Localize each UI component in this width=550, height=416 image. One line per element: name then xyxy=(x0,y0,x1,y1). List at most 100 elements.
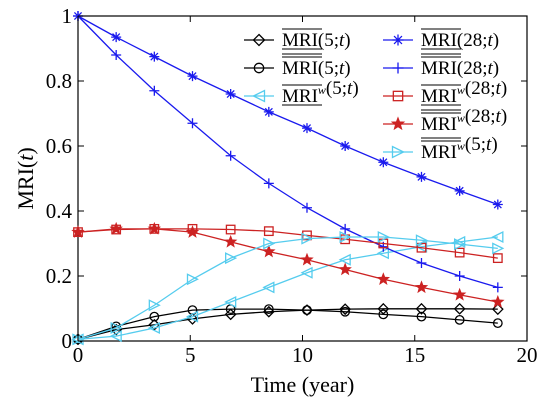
data-point xyxy=(225,224,236,235)
legend-label: MRI(28;t) xyxy=(421,30,499,51)
x-tick-label: 15 xyxy=(404,343,425,367)
data-point xyxy=(340,306,351,317)
series-8 xyxy=(72,230,505,346)
data-point xyxy=(301,123,312,134)
data-point xyxy=(185,225,200,238)
data-point xyxy=(416,171,427,182)
series-3 xyxy=(71,230,504,346)
x-tick-label: 0 xyxy=(73,343,84,367)
y-axis-label: MRI(t) xyxy=(13,147,38,209)
data-point xyxy=(301,232,314,245)
legend-label: MRIw(5;t) xyxy=(282,78,359,107)
data-point xyxy=(491,230,504,244)
data-point xyxy=(187,71,198,82)
data-point xyxy=(263,237,276,250)
data-point xyxy=(187,118,198,129)
data-point xyxy=(186,273,199,286)
data-point xyxy=(110,321,123,335)
data-point xyxy=(149,85,160,96)
data-point xyxy=(492,199,503,210)
data-point xyxy=(378,309,389,320)
data-point xyxy=(453,238,467,251)
data-point xyxy=(301,304,313,317)
data-point xyxy=(492,242,505,255)
series-4 xyxy=(73,11,503,210)
data-point xyxy=(415,240,428,253)
x-tick-label: 20 xyxy=(517,343,538,367)
legend-entry: MRI(5;t) xyxy=(244,28,351,51)
data-point xyxy=(252,33,266,47)
data-point xyxy=(224,295,237,309)
data-point xyxy=(454,271,465,281)
data-point xyxy=(339,303,352,316)
x-tick-label: 10 xyxy=(292,343,313,367)
data-point xyxy=(414,280,429,294)
data-point xyxy=(415,234,428,247)
data-point xyxy=(302,305,312,316)
legend-entry: MRIw(28;t) xyxy=(383,106,507,135)
data-point xyxy=(491,303,504,316)
series-7 xyxy=(71,221,505,308)
series-line xyxy=(77,236,498,341)
data-point xyxy=(492,253,503,264)
legend-label: MRI(5;t) xyxy=(282,58,351,79)
legend-label: MRI(5;t) xyxy=(282,30,351,51)
data-point xyxy=(391,145,405,159)
data-point xyxy=(340,141,351,151)
data-point xyxy=(148,318,161,331)
data-point xyxy=(262,281,275,294)
legend: MRI(5;t)MRI(5;t)MRIw(5;t)MRI(28;t)MRI(28… xyxy=(244,28,507,163)
data-point xyxy=(301,202,312,213)
series-line xyxy=(77,308,498,340)
series-line xyxy=(77,15,498,289)
series-1 xyxy=(72,302,504,346)
data-point xyxy=(147,221,162,235)
data-point xyxy=(378,157,389,168)
data-point xyxy=(390,116,406,131)
data-point xyxy=(377,230,390,244)
data-point xyxy=(263,178,274,189)
data-point xyxy=(262,244,276,258)
data-point xyxy=(225,89,236,99)
legend-entry: MRIw(5;t) xyxy=(383,134,498,163)
data-point xyxy=(223,234,238,248)
data-point xyxy=(111,32,122,43)
data-point xyxy=(253,62,265,74)
data-point xyxy=(416,311,427,322)
series-line xyxy=(77,228,498,303)
series-2 xyxy=(73,304,503,345)
data-point xyxy=(392,62,404,74)
x-tick-label: 5 xyxy=(185,343,196,367)
legend-entry: MRI(28;t) xyxy=(383,53,499,79)
data-point xyxy=(109,330,122,343)
legend-label: MRI(28;t) xyxy=(421,58,499,79)
legend-label: MRIw(5;t) xyxy=(421,134,498,163)
data-point xyxy=(262,305,275,318)
data-point xyxy=(340,223,351,234)
data-point xyxy=(263,304,274,315)
data-point xyxy=(454,185,465,196)
series-layer xyxy=(71,11,505,346)
data-point xyxy=(147,321,160,335)
series-line xyxy=(77,236,498,341)
y-tick-label: 0.4 xyxy=(46,199,73,223)
data-point xyxy=(392,34,404,46)
data-point xyxy=(109,221,123,235)
data-point xyxy=(149,311,160,322)
y-tick-label: 1 xyxy=(62,4,73,28)
data-point xyxy=(376,272,391,285)
data-point xyxy=(111,50,122,60)
data-point xyxy=(339,230,352,244)
data-point xyxy=(148,299,161,312)
series-line xyxy=(77,15,499,206)
data-point xyxy=(300,266,313,279)
data-point xyxy=(252,89,266,103)
data-point xyxy=(452,287,467,301)
legend-label: MRIw(28;t) xyxy=(421,78,507,107)
legend-entry: MRI(28;t) xyxy=(383,28,499,51)
data-point xyxy=(392,90,404,102)
legend-label: MRIw(28;t) xyxy=(421,106,507,135)
legend-entry: MRIw(5;t) xyxy=(244,78,359,107)
